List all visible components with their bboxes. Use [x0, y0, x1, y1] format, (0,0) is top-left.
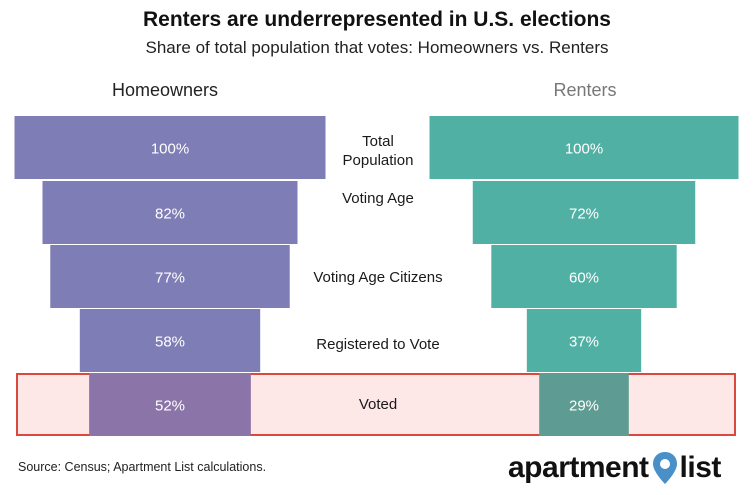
source-note: Source: Census; Apartment List calculati…	[18, 460, 267, 474]
homeowners-bar	[14, 116, 326, 179]
renters-bar-label: 29%	[569, 398, 599, 415]
homeowners-bar-label: 58%	[155, 334, 185, 351]
homeowners-bar-label: 52%	[155, 398, 185, 415]
homeowners-bar	[89, 373, 251, 436]
homeowners-bar	[42, 181, 298, 244]
homeowners-bar	[50, 245, 290, 308]
renters-bar-label: 60%	[569, 270, 599, 287]
homeowners-bar-label: 100%	[151, 141, 189, 158]
renters-bar-label: 37%	[569, 334, 599, 351]
renters-bar	[539, 373, 629, 436]
logo-text-left: apartment	[508, 451, 649, 484]
legend-homeowners: Homeowners	[111, 80, 219, 100]
homeowners-bar-label: 82%	[155, 206, 185, 223]
logo-text-right: list	[679, 451, 722, 484]
renters-bar	[491, 245, 677, 308]
category-label: Total Population	[343, 133, 414, 169]
renters-bar	[429, 116, 739, 179]
renters-bar	[526, 309, 642, 372]
map-pin-icon	[652, 452, 677, 484]
category-label: Voted	[359, 396, 397, 413]
category-label: Voting Age	[342, 190, 414, 207]
renters-bar-label: 72%	[569, 206, 599, 223]
category-label: Registered to Vote	[316, 336, 439, 353]
renters-bar-label: 100%	[565, 141, 603, 158]
renters-bar	[472, 181, 696, 244]
homeowners-bar-label: 77%	[155, 270, 185, 287]
homeowners-bar	[79, 309, 261, 372]
chart-subtitle: Share of total population that votes: Ho…	[145, 38, 609, 57]
legend-renters: Renters	[553, 80, 617, 100]
category-label: Voting Age Citizens	[313, 269, 442, 286]
apartment-list-logo: apartment list	[508, 448, 721, 488]
chart-title: Renters are underrepresented in U.S. ele…	[143, 8, 611, 31]
